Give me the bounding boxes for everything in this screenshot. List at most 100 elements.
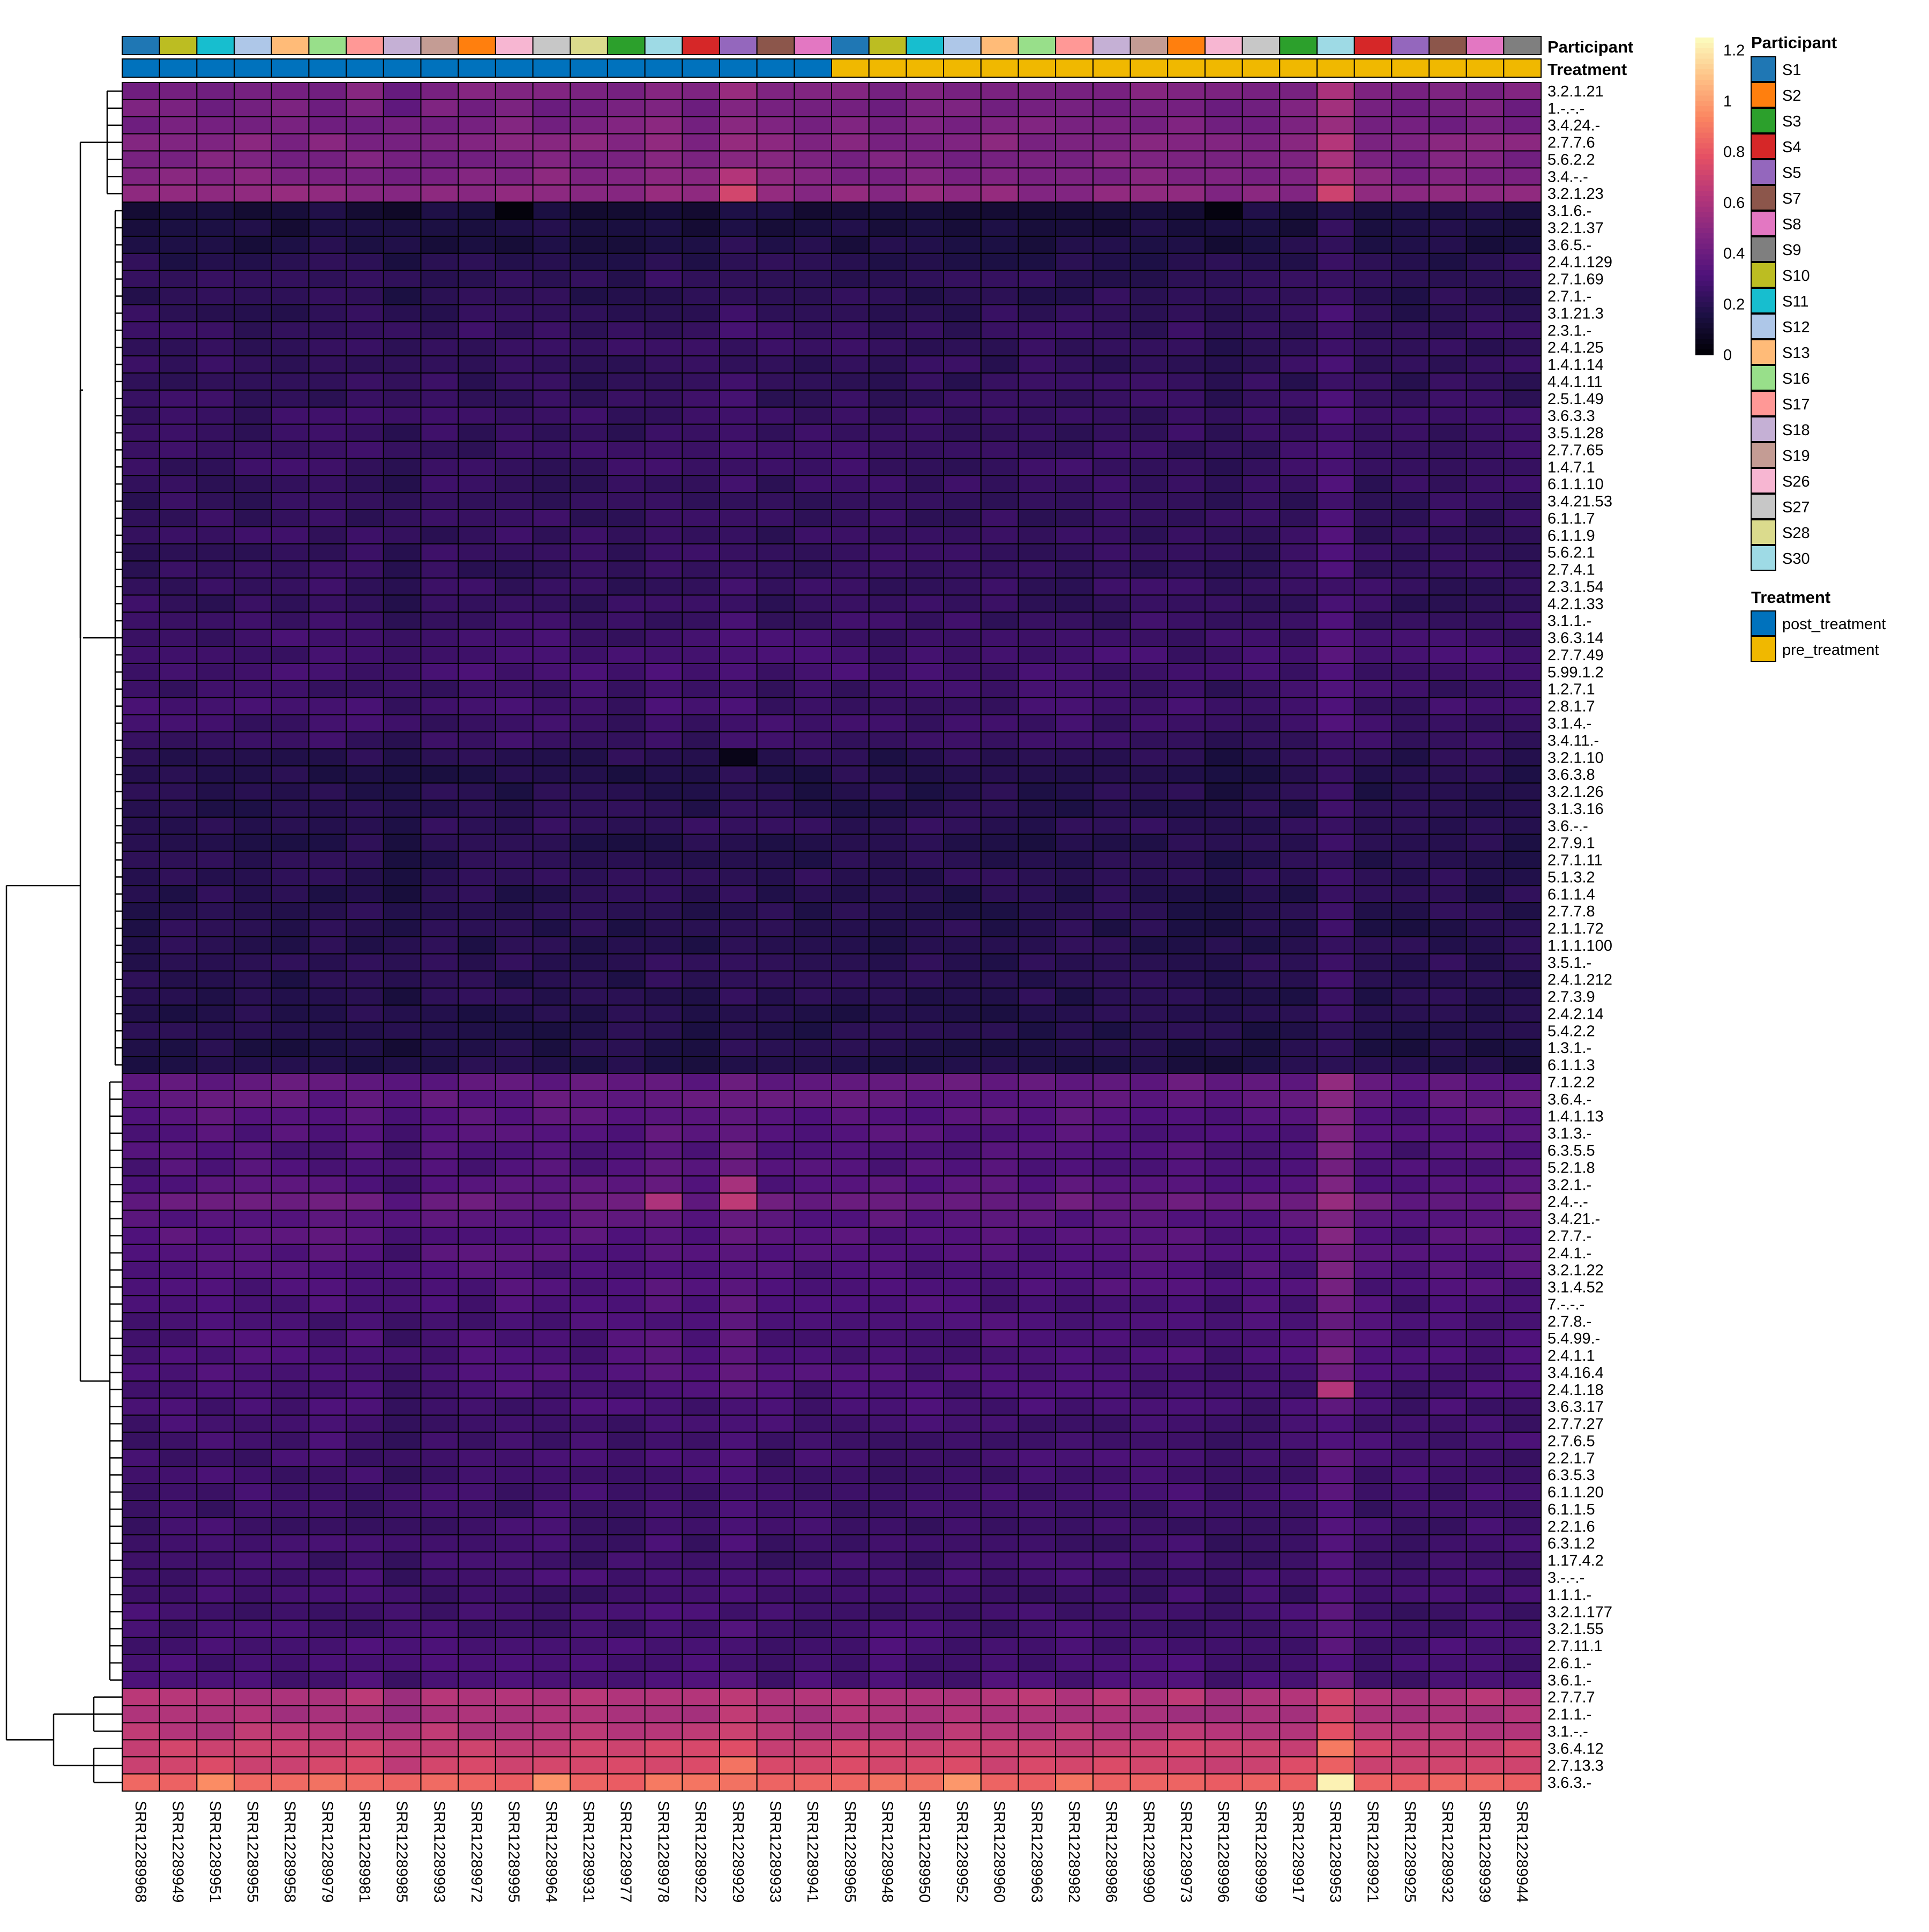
heatmap-cell	[308, 646, 347, 664]
heatmap-cell	[1466, 304, 1505, 323]
heatmap-cell	[831, 492, 870, 510]
heatmap-cell	[794, 885, 833, 904]
heatmap-cell	[756, 662, 795, 681]
heatmap-cell	[271, 321, 310, 340]
heatmap-cell	[1055, 1090, 1094, 1108]
heatmap-cell	[122, 1363, 160, 1382]
heatmap-cell	[420, 492, 459, 510]
heatmap-cell	[1242, 936, 1281, 954]
heatmap-cell	[943, 833, 982, 852]
heatmap-cell	[1279, 1620, 1318, 1638]
heatmap-cell	[122, 270, 160, 288]
heatmap-cell	[346, 99, 384, 117]
heatmap-cell	[234, 1363, 272, 1382]
row-label: 3.1.-.-	[1547, 1723, 1588, 1740]
heatmap-cell	[906, 714, 945, 733]
heatmap-cell	[532, 1568, 571, 1587]
heatmap-cell	[420, 1466, 459, 1485]
heatmap-cell	[1316, 423, 1355, 442]
heatmap-cell	[868, 184, 907, 203]
heatmap-cell	[532, 697, 571, 715]
participant-annotation-cell	[980, 36, 1019, 55]
heatmap-cell	[196, 1056, 235, 1075]
heatmap-cell	[1055, 1175, 1094, 1194]
heatmap-cell	[495, 1534, 534, 1553]
heatmap-cell	[943, 304, 982, 323]
heatmap-cell	[906, 82, 945, 100]
heatmap-cell	[1167, 1466, 1206, 1485]
participant-annotation-cell	[346, 36, 384, 55]
heatmap-cell	[1354, 1722, 1393, 1741]
heatmap-cell	[1428, 167, 1467, 186]
heatmap-cell	[1466, 680, 1505, 698]
heatmap-cell	[308, 987, 347, 1006]
heatmap-cell	[159, 492, 198, 510]
heatmap-cell	[1279, 133, 1318, 152]
heatmap-cell	[383, 629, 422, 647]
heatmap-cell	[682, 731, 720, 750]
heatmap-cell	[1130, 953, 1169, 972]
heatmap-cell	[1204, 492, 1243, 510]
treatment-annotation-cell	[831, 58, 870, 78]
heatmap-cell	[308, 406, 347, 425]
heatmap-cell	[346, 1124, 384, 1143]
colorbar-segment	[1695, 85, 1714, 91]
heatmap-cell	[607, 184, 646, 203]
heatmap-cell	[570, 1431, 608, 1450]
heatmap-cell	[906, 560, 945, 579]
heatmap-cell	[234, 851, 272, 869]
heatmap-cell	[196, 987, 235, 1006]
heatmap-cell	[1466, 953, 1505, 972]
heatmap-cell	[682, 936, 720, 954]
heatmap-cell	[234, 167, 272, 186]
heatmap-cell	[1354, 1124, 1393, 1143]
heatmap-cell	[794, 270, 833, 288]
heatmap-cell	[1391, 1653, 1430, 1672]
heatmap-cell	[346, 458, 384, 476]
heatmap-cell	[868, 1653, 907, 1672]
heatmap-cell	[1018, 1021, 1057, 1040]
row-label: 3.2.1.22	[1547, 1262, 1604, 1279]
heatmap-cell	[1391, 1705, 1430, 1724]
heatmap-cell	[1167, 389, 1206, 408]
heatmap-cell	[644, 662, 683, 681]
heatmap-cell	[1316, 1602, 1355, 1621]
heatmap-cell	[495, 1278, 534, 1296]
heatmap-cell	[1466, 970, 1505, 989]
heatmap-cell	[234, 594, 272, 613]
heatmap-cell	[644, 919, 683, 937]
heatmap-cell	[644, 731, 683, 750]
heatmap-cell	[1242, 116, 1281, 135]
heatmap-cell	[1466, 1397, 1505, 1416]
heatmap-cell	[1092, 1466, 1131, 1485]
heatmap-cell	[1055, 953, 1094, 972]
heatmap-cell	[570, 1243, 608, 1262]
heatmap-cell	[1391, 782, 1430, 801]
heatmap-cell	[868, 1756, 907, 1775]
heatmap-cell	[570, 458, 608, 476]
heatmap-cell	[1316, 1243, 1355, 1262]
heatmap-cell	[980, 680, 1019, 698]
heatmap-cell	[980, 936, 1019, 954]
heatmap-cell	[308, 833, 347, 852]
heatmap-cell	[196, 1312, 235, 1331]
heatmap-cell	[420, 1688, 459, 1706]
column-label: SRR12289985	[393, 1801, 410, 1903]
heatmap-cell	[756, 219, 795, 237]
heatmap-cell	[234, 492, 272, 510]
heatmap-cell	[906, 1278, 945, 1296]
heatmap-cell	[346, 731, 384, 750]
heatmap-cell	[1428, 919, 1467, 937]
colorbar-segment	[1695, 196, 1714, 202]
heatmap-cell	[794, 1295, 833, 1314]
heatmap-cell	[346, 1073, 384, 1091]
heatmap-cell	[980, 629, 1019, 647]
heatmap-cell	[1092, 1346, 1131, 1365]
heatmap-cell	[1242, 235, 1281, 254]
heatmap-cell	[1428, 526, 1467, 544]
heatmap-cell	[1204, 372, 1243, 391]
column-label: SRR12289979	[318, 1801, 335, 1903]
heatmap-cell	[1092, 1312, 1131, 1331]
heatmap-cell	[495, 1637, 534, 1655]
heatmap-cell	[570, 782, 608, 801]
